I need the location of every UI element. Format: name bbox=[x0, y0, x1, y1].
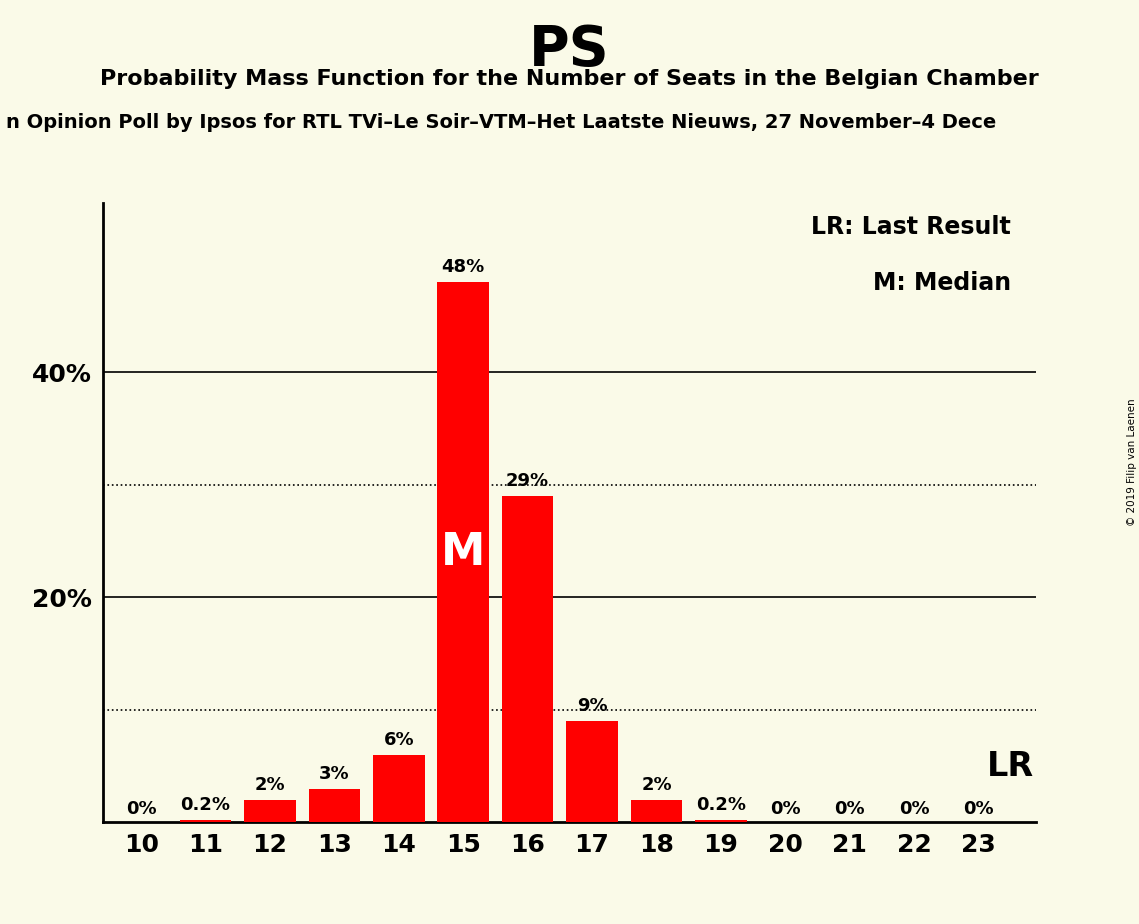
Bar bbox=[695, 821, 747, 822]
Text: PS: PS bbox=[530, 23, 609, 77]
Text: LR: LR bbox=[988, 749, 1034, 783]
Text: LR: Last Result: LR: Last Result bbox=[811, 214, 1010, 238]
Text: 0.2%: 0.2% bbox=[181, 796, 230, 814]
Bar bbox=[631, 800, 682, 822]
Bar bbox=[374, 755, 425, 822]
Text: M: Median: M: Median bbox=[872, 271, 1010, 295]
Text: 2%: 2% bbox=[641, 776, 672, 795]
Text: 0.2%: 0.2% bbox=[696, 796, 746, 814]
Bar bbox=[566, 721, 617, 822]
Text: 0%: 0% bbox=[125, 800, 156, 818]
Bar bbox=[309, 788, 360, 822]
Text: Probability Mass Function for the Number of Seats in the Belgian Chamber: Probability Mass Function for the Number… bbox=[100, 69, 1039, 90]
Text: 3%: 3% bbox=[319, 765, 350, 783]
Text: 2%: 2% bbox=[255, 776, 285, 795]
Text: 0%: 0% bbox=[899, 800, 929, 818]
Text: n Opinion Poll by Ipsos for RTL TVi–Le Soir–VTM–Het Laatste Nieuws, 27 November–: n Opinion Poll by Ipsos for RTL TVi–Le S… bbox=[6, 113, 995, 132]
Text: 9%: 9% bbox=[576, 698, 607, 715]
Text: 48%: 48% bbox=[442, 259, 485, 276]
Bar bbox=[180, 821, 231, 822]
Bar bbox=[437, 282, 489, 822]
Text: 0%: 0% bbox=[770, 800, 801, 818]
Text: 6%: 6% bbox=[384, 731, 415, 749]
Text: 0%: 0% bbox=[964, 800, 994, 818]
Text: 29%: 29% bbox=[506, 472, 549, 491]
Bar bbox=[244, 800, 296, 822]
Bar bbox=[502, 496, 554, 822]
Text: © 2019 Filip van Laenen: © 2019 Filip van Laenen bbox=[1126, 398, 1137, 526]
Text: M: M bbox=[441, 530, 485, 574]
Text: 0%: 0% bbox=[835, 800, 865, 818]
